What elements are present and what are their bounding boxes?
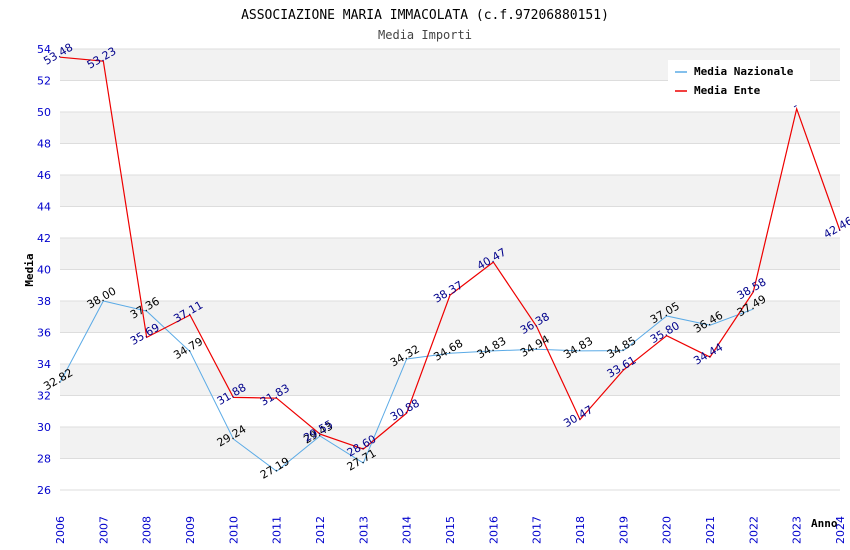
x-tick-label: 2013: [357, 516, 370, 544]
series-lines: [59, 56, 841, 472]
x-tick-label: 2012: [314, 516, 327, 544]
x-tick-label: 2017: [531, 516, 544, 544]
x-axis-title: Anno: [811, 517, 838, 530]
x-tick-label: 2019: [617, 516, 630, 544]
x-tick-label: 2014: [401, 516, 414, 544]
y-tick-label: 28: [37, 453, 51, 466]
x-tick-label: 2008: [141, 516, 154, 544]
grid-band: [60, 238, 840, 270]
y-tick-label: 36: [37, 327, 51, 340]
y-tick-label: 32: [37, 390, 51, 403]
x-tick-label: 2016: [487, 516, 500, 544]
grid-bands: [60, 49, 840, 459]
x-tick-label: 2021: [704, 516, 717, 544]
y-tick-label: 38: [37, 295, 51, 308]
legend-box: [668, 60, 810, 102]
data-label: 34.83: [561, 334, 595, 361]
x-tick-label: 2009: [184, 516, 197, 544]
x-tick-label: 2011: [271, 516, 284, 544]
y-tick-label: 54: [37, 43, 51, 56]
x-tick-label: 2022: [747, 516, 760, 544]
legend-label-media-nazionale: Media Nazionale: [694, 65, 794, 78]
legend-label-media-ente: Media Ente: [694, 84, 761, 97]
x-tick-label: 2010: [227, 516, 240, 544]
x-tick-label: 2018: [574, 516, 587, 544]
x-tick-label: 2015: [444, 516, 457, 544]
y-tick-label: 48: [37, 138, 51, 151]
y-axis-ticks: 26 28 30 32 34 36 38 40 42 44 46 48 50 52 54: [37, 43, 51, 497]
y-tick-label: 34: [37, 358, 51, 371]
data-label: 30.88: [388, 397, 422, 424]
data-label: 34.68: [431, 337, 465, 364]
y-tick-label: 40: [37, 264, 51, 277]
y-tick-label: 42: [37, 232, 51, 245]
legend: Media Nazionale Media Ente: [668, 60, 810, 102]
grid-band: [60, 112, 840, 144]
grid-band: [60, 301, 840, 333]
grid-band: [60, 364, 840, 396]
x-axis-ticks: 2006 2007 2008 2009 2010 2011 2012 2013 2014 2015…: [54, 516, 847, 544]
series-line-media-nazionale: [59, 300, 754, 472]
chart-subtitle: Media Importi: [378, 28, 472, 42]
grid-lines: [60, 48, 840, 491]
y-tick-label: 30: [37, 421, 51, 434]
y-tick-label: 46: [37, 169, 51, 182]
y-axis-title: Media: [23, 253, 36, 286]
grid-band: [60, 427, 840, 459]
data-label: 34.44: [691, 341, 725, 368]
data-label: 30.47: [561, 403, 595, 430]
data-label: 34.94: [518, 333, 552, 360]
x-tick-label: 2023: [791, 516, 804, 544]
x-tick-label: 2007: [97, 516, 110, 544]
y-tick-label: 26: [37, 484, 51, 497]
x-tick-label: 2020: [661, 516, 674, 544]
x-tick-label: 2024: [834, 516, 847, 544]
y-tick-label: 50: [37, 106, 51, 119]
data-label: -: [790, 99, 800, 112]
grid-band: [60, 175, 840, 207]
chart-title: ASSOCIAZIONE MARIA IMMACOLATA (c.f.97206…: [241, 8, 609, 23]
x-tick-label: 2006: [54, 516, 67, 544]
y-tick-label: 44: [37, 201, 51, 214]
y-tick-label: 52: [37, 75, 51, 88]
series-line-media-ente: [59, 56, 841, 450]
data-label: 34.83: [475, 334, 509, 361]
